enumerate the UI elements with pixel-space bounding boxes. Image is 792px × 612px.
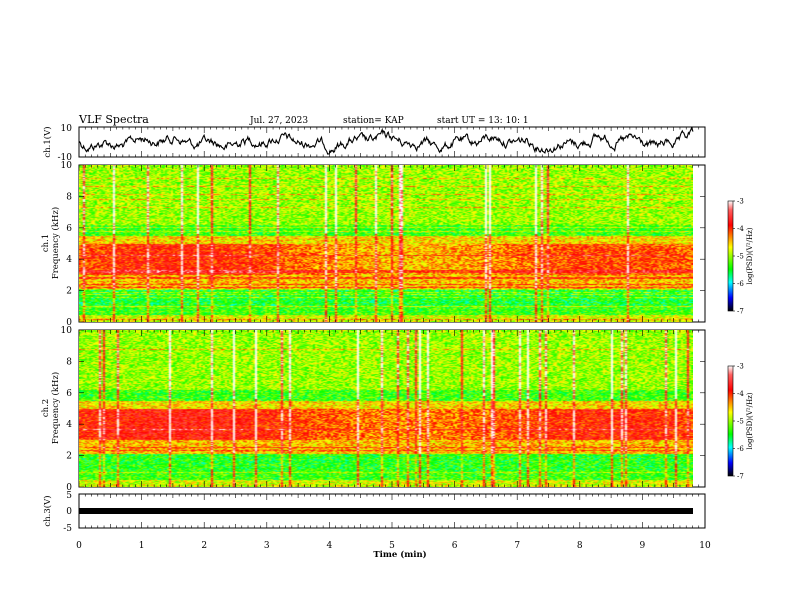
frequency-tick-label: 2 [66, 452, 72, 462]
ch3-waveform-band [79, 508, 693, 514]
ch2-spectrogram-ticks [78, 330, 706, 487]
ch2-colorbar-label: log(PSD)(V²/Hz) [746, 392, 754, 449]
frequency-tick-label: 6 [66, 224, 72, 234]
ch1-waveform-panel: 10 -10 ch.1(V) [42, 124, 706, 163]
colorbar-tick-label: -6 [737, 445, 744, 453]
time-tick-label: 7 [514, 541, 520, 551]
time-tick-label: 5 [389, 541, 395, 551]
ch1-waveform-line [79, 127, 694, 155]
ch3-waveform-panel: 5 0 -5 ch.3(V) [42, 491, 706, 534]
colorbar-tick-label: -3 [737, 198, 744, 206]
ch2-spectrogram-image [79, 330, 693, 487]
ch1-colorbar-label: log(PSD)(V²/Hz) [746, 227, 754, 284]
ch3-waveform-ylabel: ch.3(V) [42, 495, 53, 526]
time-axis-label: Time (min) [373, 549, 426, 560]
ch1-spectrogram-image [79, 165, 693, 322]
ch2-spectrogram-panel: 0 2 4 6 8 10 ch.2 Frequency (kHz) -3 -4 -5 -6 -7 … [41, 326, 754, 493]
colorbar-tick-label: -7 [737, 473, 744, 481]
time-tick-label: 8 [577, 541, 583, 551]
colorbar-tick-label: -5 [737, 253, 744, 261]
ch3-waveform-ticks [78, 494, 706, 528]
ch2-colorbar: -3 -4 -5 -6 -7 log(PSD)(V²/Hz) [727, 363, 754, 481]
ch1-waveform-ticks [78, 127, 706, 157]
time-tick-label: 4 [327, 541, 333, 551]
time-tick-label: 9 [640, 541, 646, 551]
time-tick-label: 0 [76, 541, 82, 551]
ch2-colorbar-gradient [727, 365, 734, 477]
frequency-tick-label: 2 [66, 287, 72, 297]
time-tick-label: 1 [139, 541, 145, 551]
ch2-colorbar-ticks: -3 -4 -5 -6 -7 [733, 363, 744, 481]
ch1-spectrogram-ticks [78, 165, 706, 322]
ch1-colorbar-ticks: -3 -4 -5 -6 -7 [733, 198, 744, 316]
frequency-tick-label: 0 [66, 483, 72, 493]
ch1-colorbar: -3 -4 -5 -6 -7 log(PSD)(V²/Hz) [727, 198, 754, 316]
time-tick-label: 10 [699, 541, 711, 551]
frequency-tick-label: 10 [61, 161, 73, 171]
colorbar-tick-label: -7 [737, 308, 744, 316]
frequency-tick-label: 6 [66, 389, 72, 399]
ch1-frequency-tick-labels: 0 2 4 6 8 10 [61, 161, 705, 328]
ch2-spectrogram-ylabel-top: ch.2 [41, 399, 51, 417]
ch3-ytick-top: 5 [66, 491, 72, 501]
frequency-tick-label: 0 [66, 318, 72, 328]
colorbar-tick-label: -4 [737, 390, 744, 398]
ch1-spectrogram-ylabel-main: Frequency (kHz) [50, 207, 61, 279]
colorbar-tick-label: -3 [737, 363, 744, 371]
ch1-colorbar-gradient [727, 200, 734, 312]
time-tick-label: 6 [452, 541, 458, 551]
ch3-ytick-mid: 0 [66, 507, 72, 517]
frequency-tick-label: 4 [66, 255, 72, 265]
frequency-tick-label: 8 [66, 192, 72, 202]
start-ut-label: start UT = 13: 10: 1 [437, 116, 529, 126]
figure-title: VLF Spectra [78, 113, 149, 126]
time-tick-label: 2 [201, 541, 207, 551]
ch1-spectrogram-panel: 0 2 4 6 8 10 ch.1 Frequency (kHz) -3 -4 -5 -6 -7 … [41, 161, 754, 328]
ch1-waveform-ylabel: ch.1(V) [42, 126, 53, 157]
ch1-ytick-top: 10 [61, 124, 73, 134]
colorbar-tick-label: -4 [737, 225, 744, 233]
frequency-tick-label: 8 [66, 357, 72, 367]
frequency-tick-label: 4 [66, 420, 72, 430]
ch1-ytick-bottom: -10 [58, 153, 73, 163]
station-label: station= KAP [343, 116, 404, 126]
frequency-tick-label: 10 [61, 326, 73, 336]
colorbar-tick-label: -6 [737, 280, 744, 288]
ch2-spectrogram-ylabel-main: Frequency (kHz) [50, 372, 61, 444]
colorbar-tick-label: -5 [737, 418, 744, 426]
ch2-frequency-tick-labels: 0 2 4 6 8 10 [61, 326, 705, 493]
ch1-spectrogram-ylabel-top: ch.1 [41, 234, 51, 252]
time-tick-label: 3 [264, 541, 270, 551]
time-axis-tick-labels: 0 1 2 3 4 5 6 7 8 9 10 [76, 541, 711, 551]
date-label: Jul. 27, 2023 [249, 116, 308, 126]
ch3-ytick-bottom: -5 [63, 524, 72, 534]
